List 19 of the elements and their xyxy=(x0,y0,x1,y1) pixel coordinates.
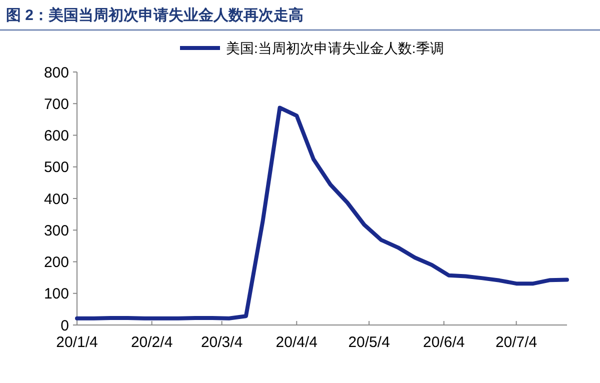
y-tick-label: 100 xyxy=(44,286,69,303)
y-tick-label: 700 xyxy=(44,96,69,113)
x-tick-label: 20/1/4 xyxy=(56,334,98,351)
y-tick-label: 300 xyxy=(44,222,69,240)
x-tick-label: 20/2/4 xyxy=(130,334,173,351)
legend-label: 美国:当周初次申请失业金人数:季调 xyxy=(226,40,444,56)
x-tick-label: 20/6/4 xyxy=(423,334,465,351)
y-tick-label: 0 xyxy=(60,317,69,334)
line-series xyxy=(75,106,569,320)
y-tick-label: 200 xyxy=(44,254,69,271)
x-tick-label: 20/5/4 xyxy=(348,334,390,351)
y-tick-label: 400 xyxy=(44,190,69,208)
x-tick-label: 20/7/4 xyxy=(495,334,538,351)
y-tick-label: 600 xyxy=(44,128,69,144)
chart-title: 图 2：美国当周初次申请失业金人数再次走高 xyxy=(6,6,304,24)
y-tick-label: 800 xyxy=(44,64,69,82)
x-tick-label: 20/3/4 xyxy=(200,334,243,351)
y-tick-label: 500 xyxy=(44,159,69,176)
x-tick-label: 20/4/4 xyxy=(276,334,318,351)
